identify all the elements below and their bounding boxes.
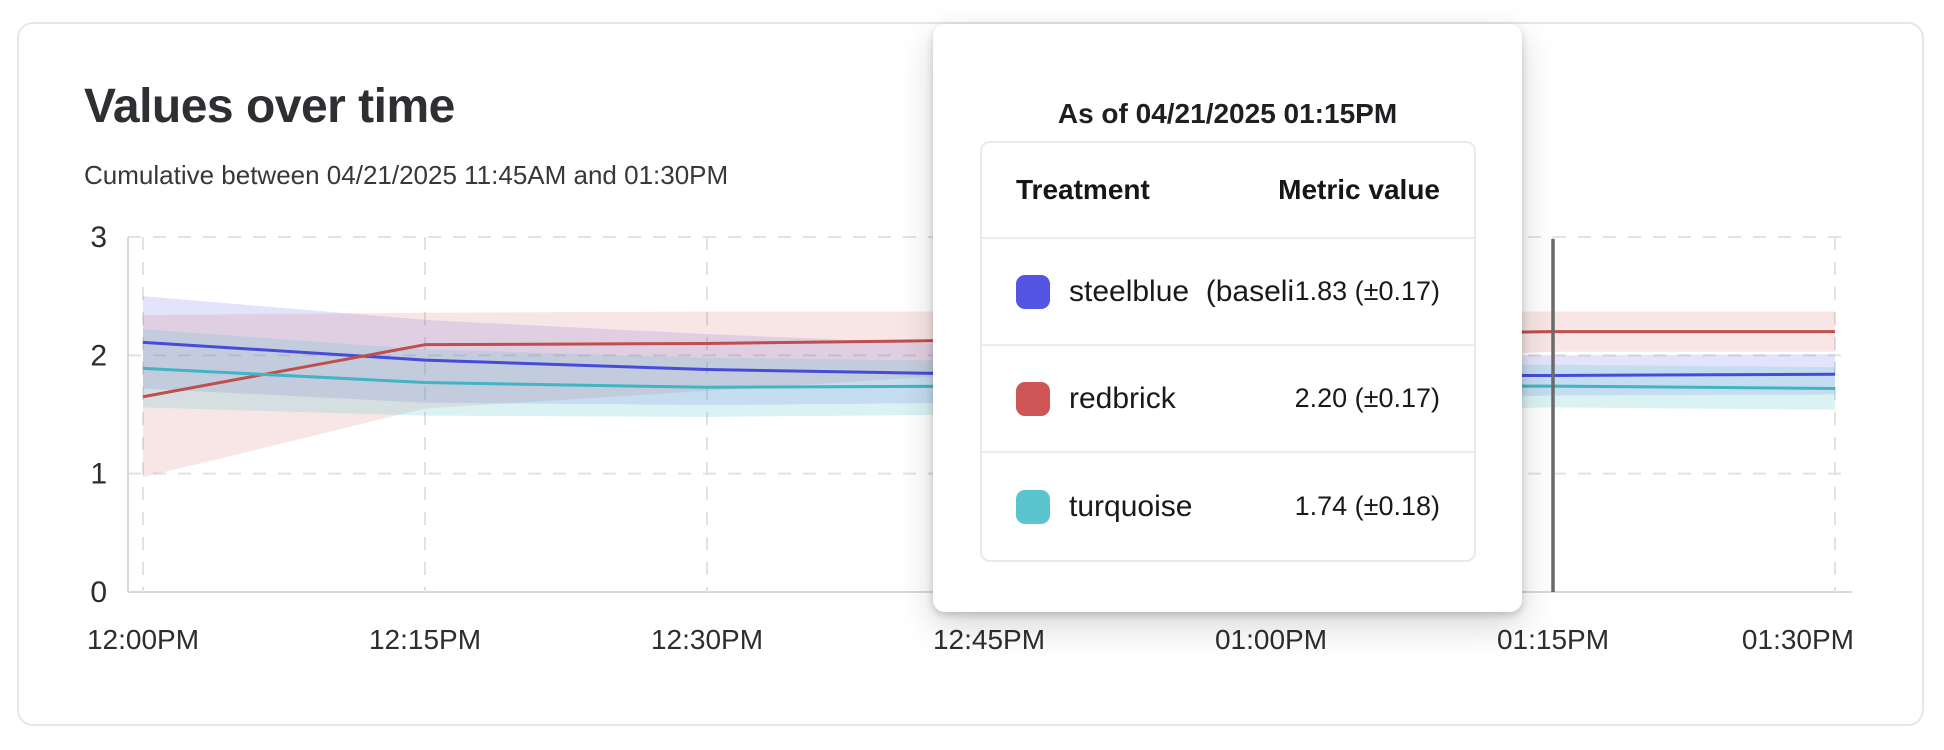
metric-value: 1.74 (±0.18) (1294, 491, 1440, 521)
column-header-metric-value: Metric value (1278, 174, 1440, 205)
table-row: redbrick 2.20 (±0.17) (982, 346, 1474, 453)
x-tick-label: 01:30PM (1742, 624, 1854, 655)
metric-value: 2.20 (±0.17) (1294, 383, 1440, 413)
table-row: steelblue (baseli 1.83 (±0.17) (982, 239, 1474, 346)
series-swatch-redbrick (1016, 381, 1050, 416)
x-tick-label: 12:30PM (651, 624, 763, 655)
y-tick-label: 0 (90, 576, 107, 609)
x-tick-label: 01:15PM (1497, 624, 1609, 655)
x-tick-label: 12:45PM (933, 624, 1045, 655)
y-tick-label: 2 (90, 339, 107, 372)
tooltip-heading: As of 04/21/2025 01:15PM (1057, 98, 1398, 129)
y-tick-label: 1 (90, 458, 107, 491)
tooltip-table-header: Treatment Metric value (982, 143, 1474, 239)
chart-tooltip: As of 04/21/2025 01:15PM Treatment Metri… (933, 24, 1522, 612)
treatment-label: redbrick (1069, 381, 1176, 415)
column-header-treatment: Treatment (1016, 174, 1150, 205)
page-subtitle: Cumulative between 04/21/2025 11:45AM an… (84, 160, 729, 190)
metric-value: 1.83 (±0.17) (1294, 276, 1440, 306)
treatment-label: turquoise (1069, 489, 1193, 523)
treatment-label: steelblue (baseli (1069, 274, 1295, 308)
table-row: turquoise 1.74 (±0.18) (982, 453, 1474, 560)
tooltip-table: Treatment Metric value steelblue (baseli… (980, 141, 1476, 562)
x-tick-label: 12:00PM (87, 624, 199, 655)
x-tick-label: 01:00PM (1215, 624, 1327, 655)
series-swatch-steelblue (1016, 274, 1050, 309)
series-swatch-turquoise (1016, 489, 1050, 524)
x-tick-label: 12:15PM (369, 624, 481, 655)
page-title: Values over time (84, 80, 455, 133)
y-tick-label: 3 (90, 221, 107, 254)
